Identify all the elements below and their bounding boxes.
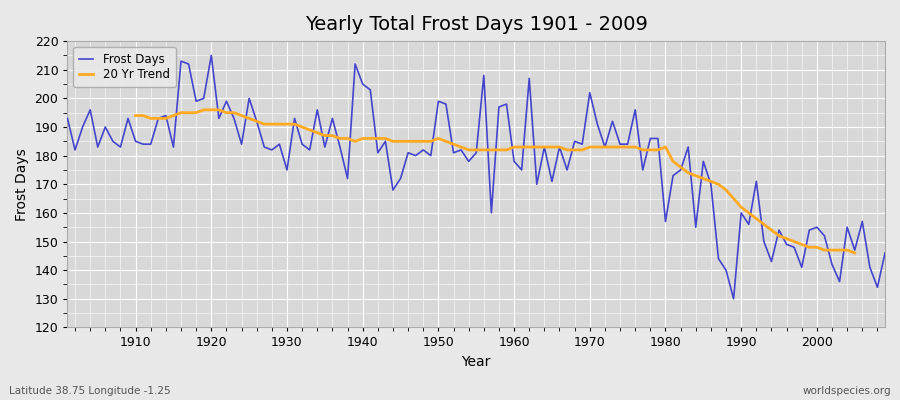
Frost Days: [62, 116, 73, 121]
20 Yr Trend: [448, 142, 459, 146]
20 Yr Trend: [501, 148, 512, 152]
Legend: Frost Days, 20 Yr Trend: Frost Days, 20 Yr Trend: [74, 47, 176, 87]
Frost Days: [517, 168, 527, 172]
20 Yr Trend: [236, 113, 247, 118]
Y-axis label: Frost Days: Frost Days: [15, 148, 29, 221]
Text: worldspecies.org: worldspecies.org: [803, 386, 891, 396]
X-axis label: Year: Year: [462, 355, 490, 369]
20 Yr Trend: [130, 113, 141, 118]
20 Yr Trend: [524, 145, 535, 150]
20 Yr Trend: [198, 108, 209, 112]
Frost Days: [206, 53, 217, 58]
20 Yr Trend: [342, 136, 353, 141]
Frost Days: [342, 176, 353, 181]
Frost Days: [728, 296, 739, 301]
Frost Days: [122, 116, 133, 121]
Line: Frost Days: Frost Days: [68, 56, 885, 299]
Frost Days: [879, 250, 890, 255]
Frost Days: [508, 159, 519, 164]
Text: Latitude 38.75 Longitude -1.25: Latitude 38.75 Longitude -1.25: [9, 386, 171, 396]
20 Yr Trend: [796, 242, 807, 247]
Line: 20 Yr Trend: 20 Yr Trend: [136, 110, 855, 253]
Title: Yearly Total Frost Days 1901 - 2009: Yearly Total Frost Days 1901 - 2009: [305, 15, 648, 34]
20 Yr Trend: [850, 250, 860, 255]
Frost Days: [608, 119, 618, 124]
Frost Days: [297, 142, 308, 146]
